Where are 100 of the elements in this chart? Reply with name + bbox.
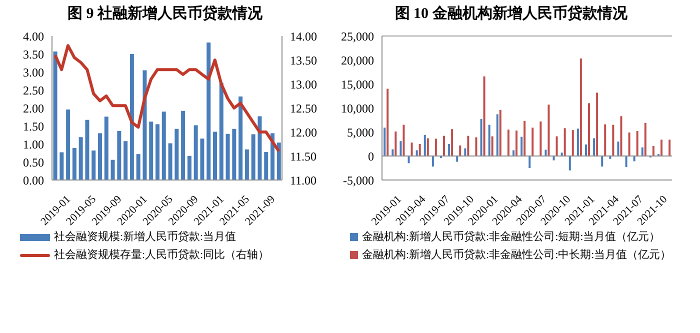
bar — [408, 156, 410, 164]
bar — [593, 138, 596, 156]
bar — [612, 124, 614, 156]
bar — [194, 125, 198, 180]
bar — [512, 150, 514, 156]
bar — [617, 142, 620, 156]
bar — [226, 134, 230, 180]
bar — [117, 131, 122, 180]
y2-tick-label: 14.00 — [290, 29, 317, 44]
bar — [480, 119, 482, 156]
bar — [424, 134, 426, 156]
y-tick-label: 20,000 — [341, 53, 374, 68]
bar — [432, 156, 434, 167]
bar — [187, 156, 192, 180]
bar — [394, 132, 397, 156]
bar — [60, 152, 64, 180]
line-series — [54, 44, 280, 153]
bar — [384, 128, 386, 156]
bar — [464, 148, 466, 156]
bar — [85, 120, 90, 180]
y-tick-label: 3.00 — [23, 65, 44, 80]
bar — [532, 128, 534, 156]
bar — [588, 103, 590, 156]
chart-title: 图 10 金融机构新增人民币贷款情况 — [394, 4, 628, 24]
bar — [488, 124, 490, 156]
y-tick-label: 0 — [368, 149, 374, 164]
y-tick-label: 1.50 — [23, 119, 44, 134]
y2-tick-label: 12.50 — [290, 101, 317, 116]
bar — [576, 128, 579, 156]
y2-tick-label: 12.00 — [290, 125, 317, 140]
bar — [524, 120, 526, 156]
bar — [652, 146, 654, 156]
bar — [564, 128, 566, 156]
bar — [200, 138, 204, 180]
bar — [174, 128, 179, 180]
chart-title: 图 9 社融新增人民币贷款情况 — [66, 4, 264, 24]
bar — [213, 132, 217, 180]
y-tick-label: 1.00 — [23, 137, 44, 152]
bar — [400, 141, 402, 156]
bar — [467, 136, 470, 156]
bar — [641, 147, 644, 156]
bar — [110, 160, 115, 180]
bar — [556, 136, 558, 156]
y-tick-label: 15,000 — [341, 77, 374, 92]
bar — [620, 116, 622, 156]
bar — [434, 138, 437, 156]
bar — [72, 148, 76, 180]
bar — [386, 88, 389, 156]
bar — [136, 154, 140, 180]
bar — [572, 130, 574, 156]
y2-tick-label: 13.00 — [290, 77, 317, 92]
bar — [552, 156, 555, 160]
bar — [98, 133, 102, 180]
bar — [251, 134, 256, 180]
y-tick-label: 0.00 — [23, 173, 44, 188]
bar — [443, 136, 445, 156]
bar — [181, 110, 186, 180]
bar — [528, 156, 531, 168]
bar — [258, 116, 262, 180]
bar — [516, 130, 518, 156]
bar — [633, 156, 636, 162]
bar — [596, 92, 598, 156]
bar — [168, 143, 172, 180]
bar — [507, 130, 510, 156]
legend-label: 金融机构:新增人民币贷款:非金融性公司:短期:当月值（亿元） — [362, 230, 660, 245]
y-tick-label: 2.00 — [23, 101, 44, 116]
y2-tick-label: 13.50 — [290, 53, 317, 68]
bar — [410, 142, 413, 156]
bar — [483, 76, 486, 156]
y-tick-label: -5,000 — [343, 173, 374, 188]
bar — [416, 150, 418, 156]
bar — [548, 104, 550, 156]
bar — [402, 124, 405, 156]
bar — [276, 142, 281, 180]
legend-label: 社会融资规模存量:人民币贷款:同比（右轴） — [54, 248, 270, 263]
bar — [496, 114, 498, 156]
bar — [53, 51, 58, 180]
bar — [636, 131, 638, 156]
bar — [628, 132, 630, 156]
bar — [604, 124, 606, 156]
y-tick-label: 4.00 — [23, 29, 44, 44]
bar — [625, 156, 628, 168]
bar — [219, 82, 224, 180]
bar — [475, 137, 478, 156]
bar — [456, 156, 458, 162]
bar — [206, 42, 211, 180]
bar — [568, 156, 571, 170]
bar — [238, 96, 243, 180]
bar — [104, 116, 108, 180]
bar — [459, 145, 462, 156]
bar — [668, 140, 671, 156]
bar — [66, 109, 70, 180]
y-tick-label: 5,000 — [347, 125, 374, 140]
bar — [580, 58, 582, 156]
bar — [244, 149, 249, 180]
bar — [540, 121, 542, 156]
y2-tick-label: 11.50 — [290, 149, 317, 164]
bar — [491, 136, 494, 156]
bar — [232, 128, 236, 180]
y-tick-label: 3.50 — [23, 47, 44, 62]
